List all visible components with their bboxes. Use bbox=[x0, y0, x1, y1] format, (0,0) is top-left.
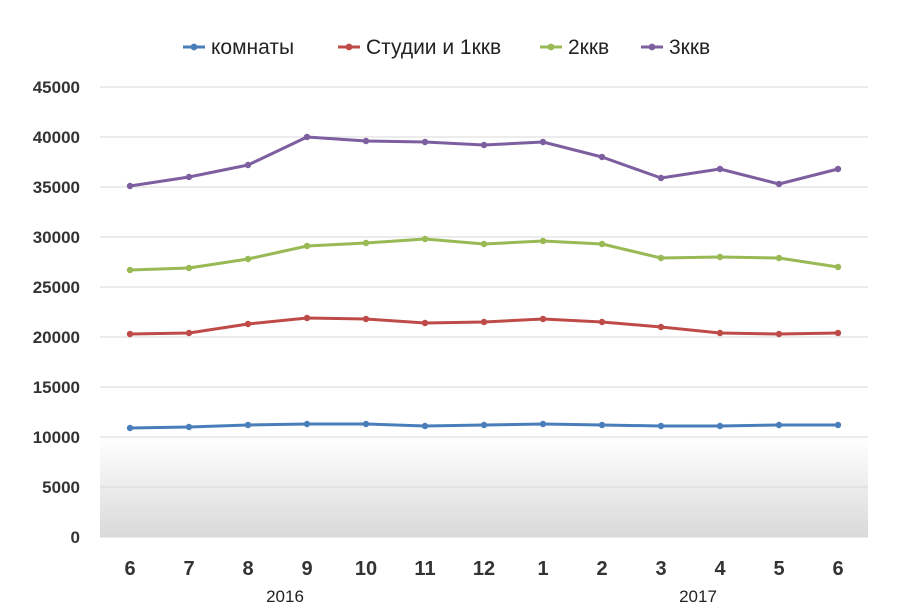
data-point bbox=[657, 422, 665, 430]
legend-item: 3ккв bbox=[641, 36, 710, 59]
y-tick-label: 15000 bbox=[33, 378, 80, 397]
data-point bbox=[362, 137, 370, 145]
data-point bbox=[185, 423, 193, 431]
data-point bbox=[185, 173, 193, 181]
data-point bbox=[657, 174, 665, 182]
x-tick-label: 6 bbox=[124, 558, 135, 580]
x-tick-label: 12 bbox=[473, 558, 495, 580]
data-point bbox=[480, 240, 488, 248]
series-1 bbox=[126, 420, 842, 432]
series-3 bbox=[126, 235, 842, 274]
data-point bbox=[362, 239, 370, 247]
y-tick-label: 20000 bbox=[33, 328, 80, 347]
data-point bbox=[421, 422, 429, 430]
data-point bbox=[126, 424, 134, 432]
data-point bbox=[126, 330, 134, 338]
x-tick-label: 9 bbox=[301, 558, 312, 580]
data-point bbox=[480, 421, 488, 429]
data-point bbox=[775, 254, 783, 262]
y-tick-label: 5000 bbox=[42, 478, 80, 497]
x-tick-label: 5 bbox=[773, 558, 784, 580]
data-point bbox=[657, 323, 665, 331]
data-point bbox=[834, 421, 842, 429]
x-tick-label: 11 bbox=[414, 558, 435, 580]
series-4 bbox=[126, 133, 842, 190]
data-point bbox=[480, 318, 488, 326]
data-point bbox=[598, 240, 606, 248]
data-point bbox=[421, 235, 429, 243]
y-tick-label: 45000 bbox=[33, 78, 80, 97]
data-point bbox=[244, 421, 252, 429]
legend-label: 3ккв bbox=[669, 36, 710, 59]
data-point bbox=[834, 165, 842, 173]
data-point bbox=[185, 264, 193, 272]
data-point bbox=[362, 420, 370, 428]
y-tick-label: 35000 bbox=[33, 178, 80, 197]
data-point bbox=[539, 138, 547, 146]
data-point bbox=[244, 161, 252, 169]
x-tick-label: 10 bbox=[355, 558, 377, 580]
legend-item: 2ккв bbox=[540, 36, 609, 59]
data-point bbox=[185, 329, 193, 337]
y-tick-label: 10000 bbox=[33, 428, 80, 447]
legend-label: Студии и 1ккв bbox=[366, 36, 501, 59]
x-tick-label: 3 bbox=[655, 558, 666, 580]
data-point bbox=[303, 314, 311, 322]
y-axis: 0 5000 10000 15000 20000 25000 30000 35000 40000… bbox=[33, 78, 80, 547]
y-tick-label: 25000 bbox=[33, 278, 80, 297]
data-point bbox=[657, 254, 665, 262]
data-point bbox=[126, 182, 134, 190]
legend-label: 2ккв bbox=[568, 36, 609, 59]
data-point bbox=[716, 422, 724, 430]
data-point bbox=[362, 315, 370, 323]
year-label: 2017 bbox=[679, 587, 717, 606]
x-tick-label: 1 bbox=[537, 558, 548, 580]
data-point bbox=[244, 320, 252, 328]
x-tick-label: 4 bbox=[714, 558, 726, 580]
data-point bbox=[834, 263, 842, 271]
legend-marker bbox=[547, 43, 555, 51]
legend-item: Студии и 1ккв bbox=[338, 36, 501, 59]
legend-marker bbox=[345, 43, 353, 51]
y-tick-label: 40000 bbox=[33, 128, 80, 147]
legend-item: комнаты bbox=[183, 36, 294, 59]
legend-label: комнаты bbox=[211, 36, 294, 59]
data-point bbox=[303, 242, 311, 250]
data-point bbox=[834, 329, 842, 337]
data-point bbox=[598, 153, 606, 161]
data-point bbox=[480, 141, 488, 149]
data-point bbox=[539, 315, 547, 323]
data-point bbox=[126, 266, 134, 274]
legend-marker bbox=[190, 43, 198, 51]
data-point bbox=[716, 165, 724, 173]
data-point bbox=[775, 421, 783, 429]
data-point bbox=[539, 237, 547, 245]
y-tick-label: 30000 bbox=[33, 228, 80, 247]
data-point bbox=[598, 421, 606, 429]
x-tick-label: 6 bbox=[832, 558, 843, 580]
data-point bbox=[716, 329, 724, 337]
data-point bbox=[716, 253, 724, 261]
data-point bbox=[775, 180, 783, 188]
data-point bbox=[421, 138, 429, 146]
data-point bbox=[775, 330, 783, 338]
legend: комнаты Студии и 1ккв 2ккв 3ккв bbox=[183, 36, 710, 59]
year-label: 2016 bbox=[266, 587, 304, 606]
y-tick-label: 0 bbox=[71, 528, 80, 547]
data-point bbox=[303, 420, 311, 428]
data-point bbox=[598, 318, 606, 326]
data-point bbox=[539, 420, 547, 428]
x-tick-label: 2 bbox=[596, 558, 607, 580]
x-tick-label: 7 bbox=[183, 558, 194, 580]
legend-marker bbox=[648, 43, 656, 51]
gridlines bbox=[100, 86, 868, 538]
data-point bbox=[244, 255, 252, 263]
series-group bbox=[126, 133, 842, 432]
data-point bbox=[421, 319, 429, 327]
data-point bbox=[303, 133, 311, 141]
x-tick-label: 8 bbox=[242, 558, 253, 580]
series-2 bbox=[126, 314, 842, 338]
